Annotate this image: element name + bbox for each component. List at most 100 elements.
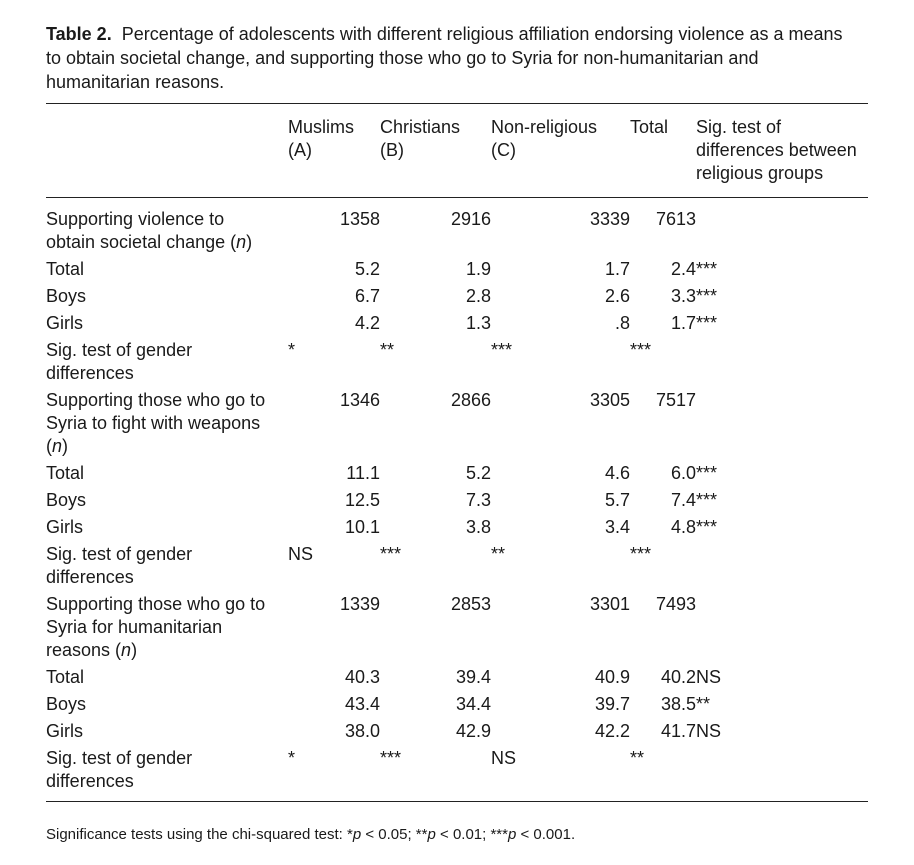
- cell-value: 10.1: [344, 517, 380, 537]
- text-segment: < 0.001.: [516, 826, 576, 843]
- text-segment: Significance tests using the chi-squared…: [46, 826, 353, 843]
- table-row: Girls 10.1 3.8 3.4 4.8 ***: [46, 514, 868, 541]
- table-cell: 2.4: [630, 256, 696, 283]
- table-cell: NS: [696, 718, 868, 745]
- table-cell: NS: [288, 541, 380, 591]
- cell-value: 2866: [450, 390, 491, 410]
- table-cell: ***: [380, 745, 491, 802]
- table-cell: 39.4: [380, 664, 491, 691]
- cell-value: 4.6: [604, 463, 630, 483]
- table-cell: ***: [696, 310, 868, 337]
- table-row: Boys 43.4 34.4 39.7 38.5 **: [46, 691, 868, 718]
- header-row: Muslims (A) Christians (B) Non-religious (C) T…: [46, 103, 868, 198]
- table-cell: 41.7: [630, 718, 696, 745]
- cell-value: 7.3: [465, 490, 491, 510]
- cell-value: 5.7: [604, 490, 630, 510]
- sig-mark: **: [630, 748, 645, 768]
- italic-symbol: n: [236, 232, 247, 252]
- text-segment: < 0.01; ***: [435, 826, 508, 843]
- header-cell: [46, 104, 288, 198]
- table-cell: ***: [491, 337, 630, 387]
- table-cell: 5.7: [491, 487, 630, 514]
- row-label: Supporting those who go to Syria to figh…: [46, 387, 288, 460]
- sig-mark: ***: [380, 748, 402, 768]
- sig-mark: ***: [696, 259, 718, 279]
- table-cell: 2866: [380, 387, 491, 460]
- table-row: Sig. test of gender differences NS *** ** **…: [46, 541, 868, 591]
- table-cell: 4.6: [491, 460, 630, 487]
- table-cell: 2853: [380, 591, 491, 664]
- cell-value: .8: [614, 313, 630, 333]
- cell-value: 1346: [339, 390, 380, 410]
- cell-value: 3305: [589, 390, 630, 410]
- table-cell: 38.5: [630, 691, 696, 718]
- cell-value: 3339: [589, 209, 630, 229]
- cell-value: 3.8: [465, 517, 491, 537]
- header-line: differences between: [696, 140, 857, 160]
- header-line: Non-religious: [491, 117, 598, 137]
- table-cell: 2916: [380, 198, 491, 257]
- table-row: Supporting violence to obtain societal c…: [46, 198, 868, 257]
- sig-mark: NS: [696, 667, 722, 687]
- sig-mark: ***: [696, 313, 718, 333]
- table-row: Sig. test of gender differences * *** NS **: [46, 745, 868, 802]
- text-segment: Sig. test of gender differences: [46, 544, 193, 587]
- text-segment: Total: [46, 259, 85, 279]
- table-cell: **: [380, 337, 491, 387]
- table-cell: 43.4: [288, 691, 380, 718]
- table-label: Table 2.: [46, 24, 112, 44]
- table-cell: 7.3: [380, 487, 491, 514]
- text-segment: ): [131, 640, 138, 660]
- table-cell: [696, 541, 868, 591]
- cell-value: 2.8: [465, 286, 491, 306]
- table-cell: 12.5: [288, 487, 380, 514]
- cell-value: 1358: [339, 209, 380, 229]
- text-segment: Supporting those who go to Syria for hum…: [46, 594, 266, 660]
- table-cell: **: [630, 745, 696, 802]
- table-cell: 1.7: [630, 310, 696, 337]
- row-label: Boys: [46, 691, 288, 718]
- header-cell: Non-religious (C): [491, 104, 630, 198]
- cell-value: 6.0: [670, 463, 696, 483]
- table-cell: [696, 387, 868, 460]
- table-cell: 3.3: [630, 283, 696, 310]
- table-cell: 42.9: [380, 718, 491, 745]
- header-line: (B): [380, 140, 404, 160]
- table-cell: [696, 745, 868, 802]
- table-cell: 1.3: [380, 310, 491, 337]
- row-label: Sig. test of gender differences: [46, 337, 288, 387]
- cell-value: 2.4: [670, 259, 696, 279]
- table-cell: 7613: [630, 198, 696, 257]
- text-segment: Supporting those who go to Syria to figh…: [46, 390, 266, 456]
- cell-value: 7517: [655, 390, 696, 410]
- text-segment: Supporting violence to obtain societal c…: [46, 209, 237, 252]
- row-label: Sig. test of gender differences: [46, 745, 288, 802]
- sig-mark: ***: [696, 517, 718, 537]
- table-row: Supporting those who go to Syria for hum…: [46, 591, 868, 664]
- text-segment: Boys: [46, 694, 87, 714]
- table-cell: 40.3: [288, 664, 380, 691]
- table-cell: 7517: [630, 387, 696, 460]
- cell-value: 3.3: [670, 286, 696, 306]
- header-cell: Sig. test of differences between religious…: [696, 104, 868, 198]
- header-cell: Christians (B): [380, 104, 491, 198]
- table-cell: 6.0: [630, 460, 696, 487]
- table-row: Boys 12.5 7.3 5.7 7.4 ***: [46, 487, 868, 514]
- table-cell: 3339: [491, 198, 630, 257]
- cell-value: 38.0: [344, 721, 380, 741]
- table-cell: ***: [380, 541, 491, 591]
- text-segment: Sig. test of gender differences: [46, 340, 193, 383]
- table-cell: 1346: [288, 387, 380, 460]
- italic-symbol: p: [352, 826, 362, 843]
- header-line: (C): [491, 140, 516, 160]
- cell-value: 2916: [450, 209, 491, 229]
- italic-symbol: p: [507, 826, 517, 843]
- text-segment: Girls: [46, 517, 83, 537]
- table-caption: Percentage of adolescents with different…: [46, 24, 843, 92]
- table-body: Supporting violence to obtain societal c…: [46, 198, 868, 802]
- cell-value: 1.3: [465, 313, 491, 333]
- text-segment: Girls: [46, 721, 83, 741]
- sig-mark: *: [288, 748, 296, 768]
- table-cell: ***: [696, 514, 868, 541]
